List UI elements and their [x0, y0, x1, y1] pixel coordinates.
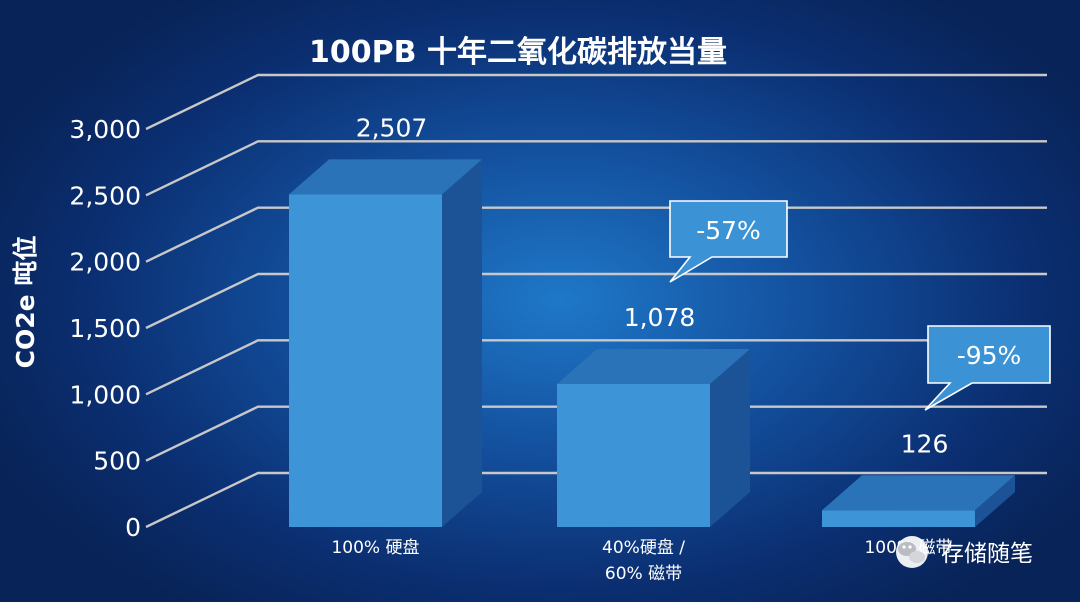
watermark-text: 存储随笔 — [941, 541, 1033, 567]
gridline — [145, 206, 1047, 263]
bar-front — [822, 510, 975, 527]
bar-side — [442, 159, 482, 527]
gridline — [145, 272, 1047, 330]
bar-side — [975, 475, 1015, 527]
y-axis-label: CO2e 吨位 — [11, 236, 40, 369]
gridline — [145, 73, 1047, 131]
bar-top — [289, 159, 482, 195]
y-tick-label: 1,000 — [69, 380, 141, 409]
y-tick-labels: 0 500 1,000 1,500 2,000 2,500 3,000 — [69, 115, 141, 542]
bar — [822, 475, 1015, 527]
gridlines — [145, 73, 1047, 529]
y-tick-label: 2,000 — [69, 248, 141, 277]
bar-front — [289, 194, 442, 527]
callout-text: -57% — [696, 216, 761, 245]
gridline — [145, 405, 1047, 462]
wechat-icon — [896, 536, 928, 568]
callout-box — [924, 325, 1051, 411]
bar-front — [557, 383, 710, 527]
callout: -95% — [924, 325, 1051, 411]
bars — [289, 159, 1015, 527]
x-tick-label: 40%硬盘 / — [602, 538, 685, 558]
gridline — [145, 339, 1047, 396]
x-tick-label: 100% 硬盘 — [331, 538, 419, 558]
y-tick-label: 0 — [125, 513, 141, 542]
y-tick-label: 1,500 — [69, 314, 141, 343]
gridline — [145, 140, 1047, 197]
gridline — [145, 471, 1047, 529]
bar-side — [710, 348, 750, 527]
data-labels: 2,507 1,078 126 — [356, 113, 949, 458]
bar — [557, 348, 750, 527]
bar-top — [557, 348, 750, 384]
data-label: 2,507 — [356, 113, 428, 142]
y-tick-label: 500 — [93, 447, 141, 476]
callout-text: -95% — [957, 341, 1022, 370]
y-tick-label: 3,000 — [69, 115, 141, 144]
data-label: 126 — [901, 429, 949, 458]
callout-box — [669, 200, 788, 283]
data-label: 1,078 — [624, 303, 696, 332]
chart-title: 100PB 十年二氧化碳排放当量 — [309, 35, 727, 70]
bar — [289, 159, 482, 527]
bar-top — [822, 475, 1015, 511]
x-tick-label: 60% 磁带 — [605, 564, 682, 584]
callout: -57% — [669, 200, 788, 283]
y-tick-label: 2,500 — [69, 181, 141, 210]
watermark: 存储随笔 — [896, 536, 1033, 568]
callouts: -57% -95% — [669, 200, 1051, 411]
